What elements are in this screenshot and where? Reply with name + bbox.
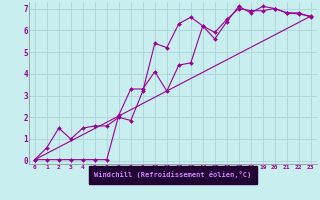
X-axis label: Windchill (Refroidissement éolien,°C): Windchill (Refroidissement éolien,°C) bbox=[94, 171, 252, 178]
